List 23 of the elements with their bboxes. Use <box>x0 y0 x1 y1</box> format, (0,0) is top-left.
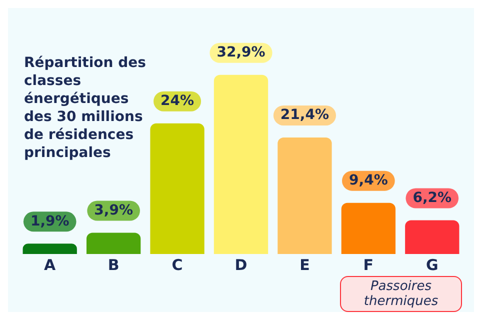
data-label: 21,4% <box>280 107 330 124</box>
x-tick-label: D <box>234 256 248 274</box>
data-label: 32,9% <box>216 44 266 61</box>
x-tick-label: F <box>363 256 374 274</box>
bar <box>86 232 141 254</box>
bar <box>278 137 332 254</box>
bar <box>214 74 268 254</box>
data-label: 9,4% <box>349 172 388 188</box>
text: Passoires thermiques <box>340 276 462 312</box>
x-tick-label: C <box>172 256 183 274</box>
data-label: 24% <box>160 92 194 109</box>
x-tick-label: B <box>108 256 120 274</box>
bar <box>405 220 460 254</box>
data-label: 3,9% <box>94 202 133 218</box>
x-tick-label: E <box>300 256 310 274</box>
text: Répartition des classes énergétiques des 30 millions de résidences principales <box>24 54 147 162</box>
bar <box>22 244 77 254</box>
bar <box>150 123 204 254</box>
x-tick-label: G <box>426 256 438 274</box>
bar <box>341 202 396 254</box>
data-label: 1,9% <box>30 213 70 230</box>
data-label: 6,2% <box>412 190 452 206</box>
x-tick-label: A <box>44 256 56 274</box>
